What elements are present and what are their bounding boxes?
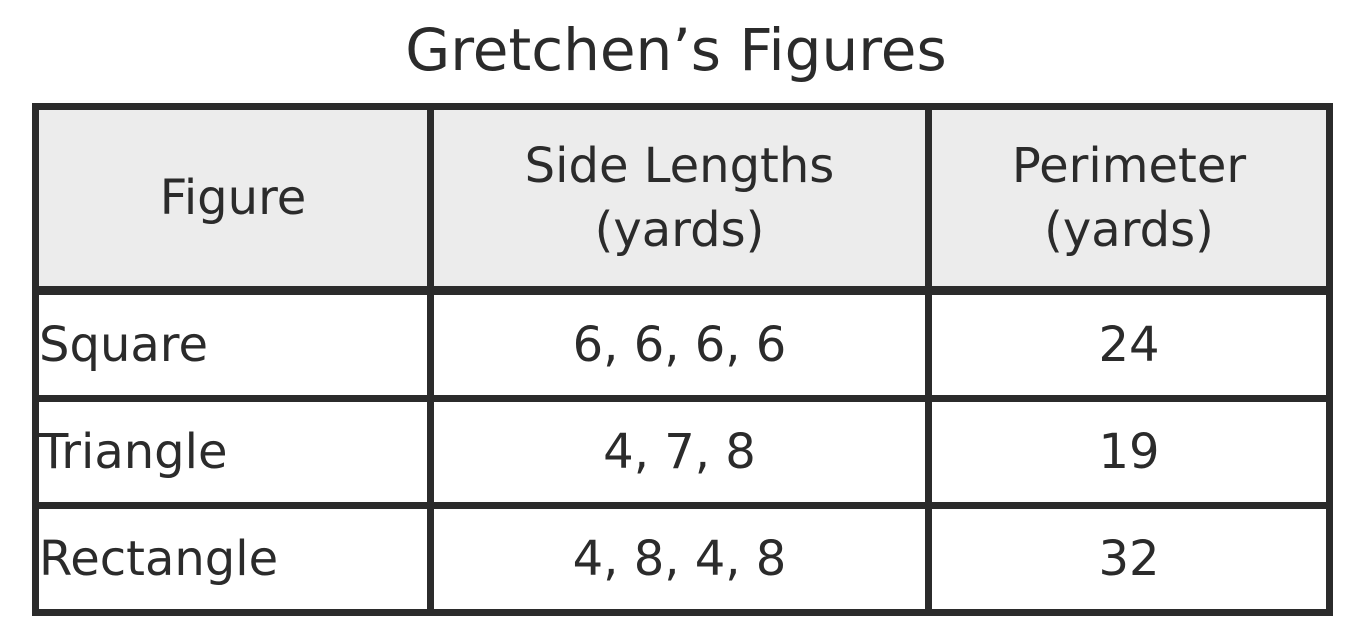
column-header-perimeter: Perimeter (yards) [925, 103, 1333, 294]
cell-perimeter: 19 [925, 395, 1333, 509]
column-header-perimeter-line1: Perimeter [1011, 138, 1247, 194]
column-header-side-lengths: Side Lengths (yards) [427, 103, 932, 294]
column-header-side-lengths-line1: Side Lengths [524, 138, 835, 194]
table-row: Triangle 4, 7, 8 19 [32, 395, 1333, 509]
cell-perimeter: 24 [925, 286, 1333, 402]
cell-side-lengths: 4, 7, 8 [427, 395, 932, 509]
cell-side-lengths: 4, 8, 4, 8 [427, 502, 932, 616]
column-header-perimeter-line2: (yards) [1044, 202, 1214, 258]
cell-perimeter: 32 [925, 502, 1333, 616]
table-title: Gretchen’s Figures [405, 16, 947, 84]
figures-table: Figure Side Lengths (yards) Perimeter (y… [32, 103, 1333, 616]
cell-side-lengths: 6, 6, 6, 6 [427, 286, 932, 402]
cell-figure: Triangle [32, 395, 434, 509]
cell-figure: Rectangle [32, 502, 434, 616]
table-row: Rectangle 4, 8, 4, 8 32 [32, 502, 1333, 616]
table-body: Square 6, 6, 6, 6 24 Triangle 4, 7, 8 19… [32, 286, 1333, 616]
column-header-figure: Figure [32, 103, 434, 294]
column-header-figure-line1: Figure [159, 170, 307, 226]
table-header: Figure Side Lengths (yards) Perimeter (y… [32, 103, 1333, 294]
table-row: Square 6, 6, 6, 6 24 [32, 286, 1333, 402]
header-row: Figure Side Lengths (yards) Perimeter (y… [32, 103, 1333, 294]
column-header-side-lengths-line2: (yards) [594, 202, 765, 258]
cell-figure: Square [32, 286, 434, 402]
